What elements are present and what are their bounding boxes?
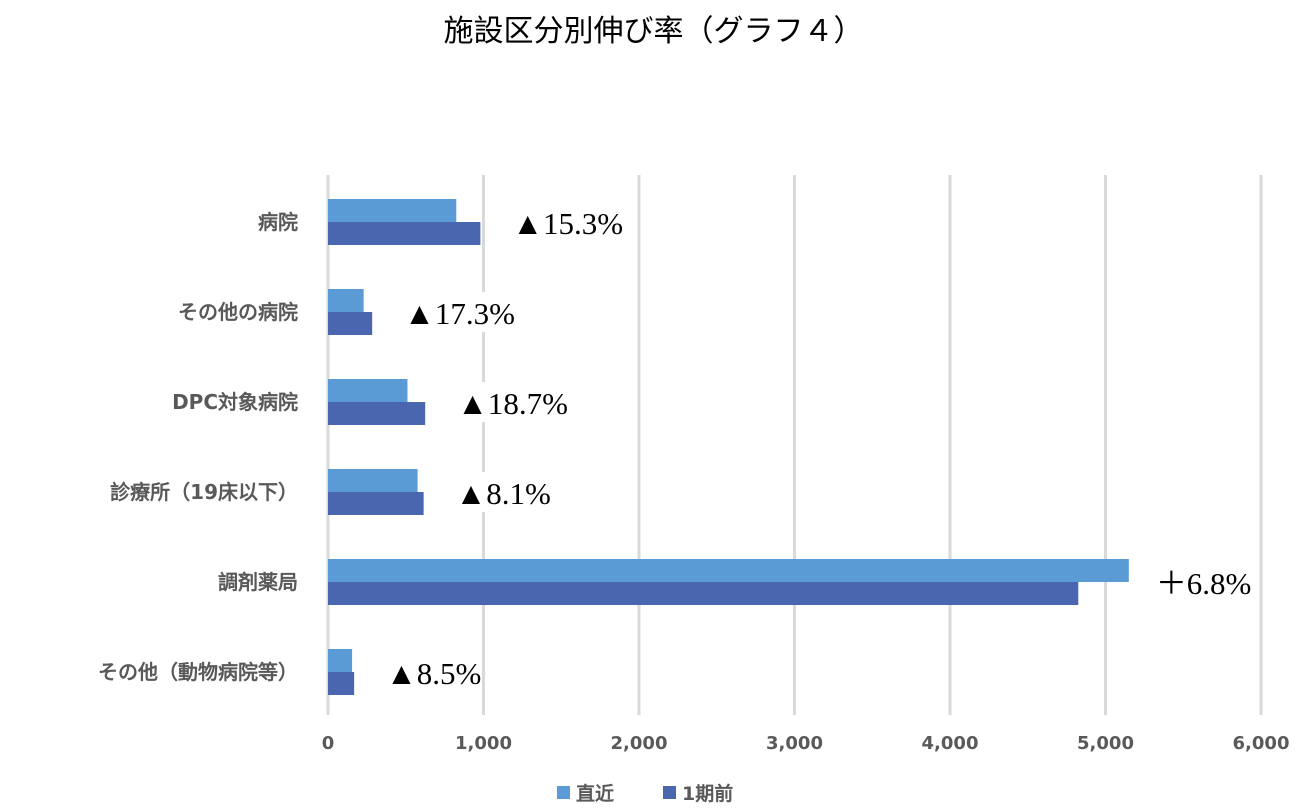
x-tick-label: 0 [322,733,335,754]
data-label: ▲15.3% [512,206,623,241]
data-label-background [382,652,473,692]
data-label-background [453,382,560,422]
bar-recent [328,289,364,312]
category-label: 診療所（19床以下） [110,480,298,504]
bar-previous [328,672,355,695]
category-label: DPC対象病院 [172,390,298,414]
bar-previous [328,582,1079,605]
x-tick-label: 1,000 [455,733,512,754]
bar-previous [328,492,424,515]
category-label: その他（動物病院等） [98,660,298,684]
data-label-background [508,202,615,242]
x-tick-label: 4,000 [922,733,979,754]
legend-swatch [663,786,676,799]
category-label: その他の病院 [178,300,298,324]
bar-recent [328,559,1129,582]
chart-title: 施設区分別伸び率（グラフ４） [443,14,864,49]
data-label: ▲8.1% [456,476,551,511]
bar-recent [328,199,457,222]
x-tick-label: 5,000 [1077,733,1134,754]
bar-previous [328,312,373,335]
data-label-background [451,472,542,512]
x-tick-label: 6,000 [1233,733,1290,754]
category-label: 調剤薬局 [218,570,298,594]
legend-label: 1期前 [682,782,733,805]
legend-label: 直近 [576,782,614,805]
bar-previous [328,402,426,425]
x-tick-label: 2,000 [611,733,668,754]
data-label: ▲18.7% [457,386,568,421]
data-label-background [400,292,507,332]
x-tick-label: 3,000 [766,733,823,754]
category-label: 病院 [258,210,298,234]
bar-recent [328,379,408,402]
data-label: ＋6.8% [1156,566,1252,601]
legend-swatch [557,786,570,799]
bar-recent [328,469,418,492]
bar-previous [328,222,481,245]
bar-recent [328,649,353,672]
data-label-background [1151,562,1242,602]
data-label: ▲8.5% [386,656,481,691]
data-label: ▲17.3% [404,296,515,331]
